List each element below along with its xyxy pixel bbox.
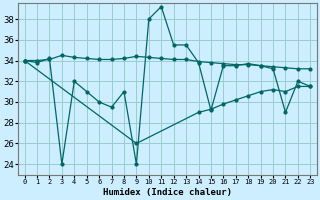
X-axis label: Humidex (Indice chaleur): Humidex (Indice chaleur) [103,188,232,197]
